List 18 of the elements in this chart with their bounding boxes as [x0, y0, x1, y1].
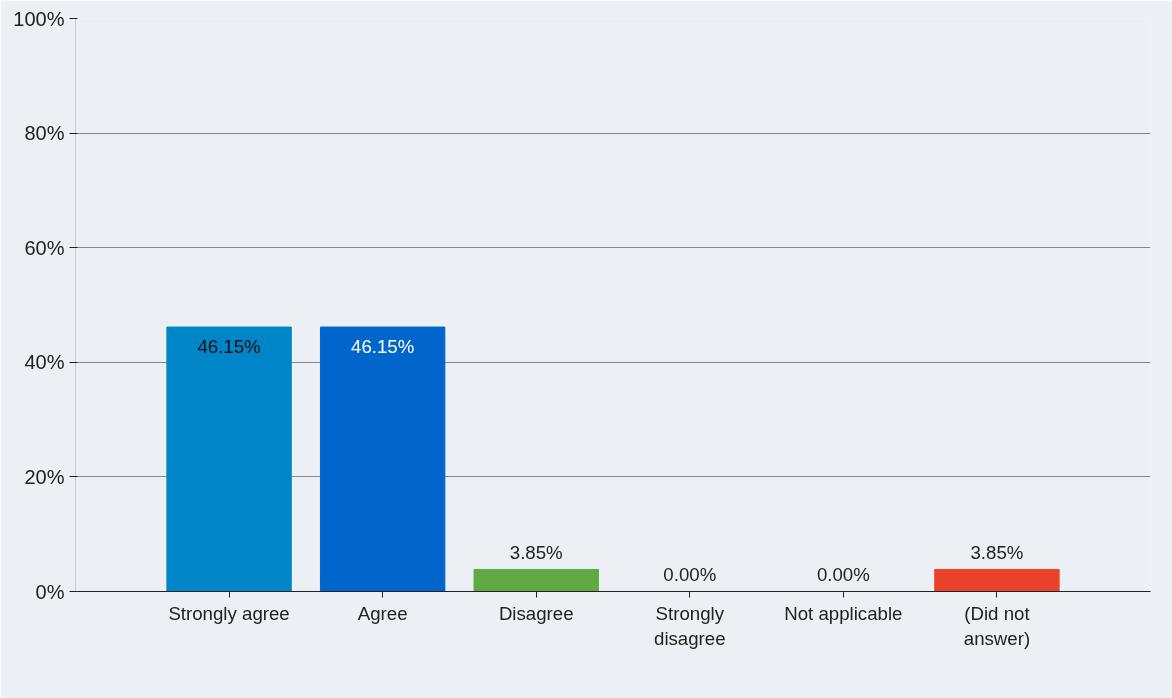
x-tick-label: Not applicable: [784, 602, 903, 624]
y-tick-label: 40%: [24, 351, 65, 374]
data-label: 3.85%: [509, 541, 563, 563]
x-tick-label: (Did not answer): [963, 602, 1031, 649]
x-tick-label: Agree: [357, 602, 408, 624]
y-tick-label: 80%: [24, 122, 65, 145]
y-tick-label: 0%: [35, 580, 65, 603]
data-label: 46.15%: [351, 335, 415, 357]
x-tick-label: Disagree: [498, 602, 574, 624]
data-label: 0.00%: [663, 563, 717, 585]
data-label: 46.15%: [197, 335, 261, 357]
data-label: 3.85%: [970, 541, 1024, 563]
x-tick-label: Strongly disagree: [654, 602, 726, 649]
y-tick-label: 60%: [24, 236, 65, 259]
x-tick-label: Strongly agree: [168, 602, 290, 624]
data-label: 0.00%: [816, 563, 870, 585]
y-tick-label: 100%: [13, 7, 65, 30]
y-tick-label: 20%: [24, 465, 65, 488]
